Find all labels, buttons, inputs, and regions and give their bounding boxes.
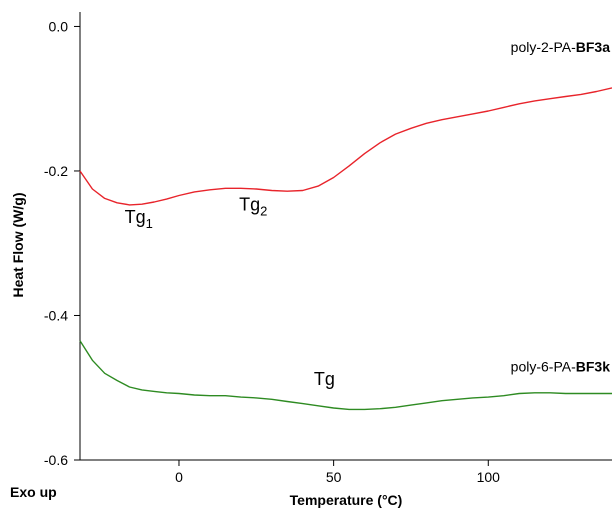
x-axis-ticks: 0 50 100 — [175, 460, 500, 485]
annotations-layer: Tg1 Tg2 Tg — [125, 195, 335, 389]
tg-annotation: Tg2 — [239, 195, 267, 219]
exo-up-note: Exo up — [10, 484, 57, 500]
x-axis-title: Temperature (°C) — [290, 492, 403, 508]
series-line-1 — [79, 87, 612, 206]
y-tick-label: 0.0 — [49, 18, 69, 34]
y-tick-label: -0.6 — [44, 452, 68, 468]
y-tick-label: -0.2 — [44, 163, 68, 179]
series-label-2: poly-6-PA-BF3k — [511, 359, 611, 375]
y-tick-label: -0.4 — [44, 307, 68, 323]
tg-annotation: Tg — [314, 369, 335, 389]
series-line-2 — [79, 340, 612, 411]
x-tick-label: 0 — [175, 469, 183, 485]
x-tick-label: 100 — [477, 469, 501, 485]
series-label-1: poly-2-PA-BF3a — [511, 39, 611, 55]
series-layer: poly-2-PA-BF3a poly-6-PA-BF3k — [79, 39, 612, 411]
y-axis-title: Heat Flow (W/g) — [10, 193, 26, 298]
x-tick-label: 50 — [326, 469, 342, 485]
tg-annotation: Tg1 — [125, 207, 153, 231]
y-axis-ticks: 0.0 -0.2 -0.4 -0.6 — [44, 18, 80, 468]
